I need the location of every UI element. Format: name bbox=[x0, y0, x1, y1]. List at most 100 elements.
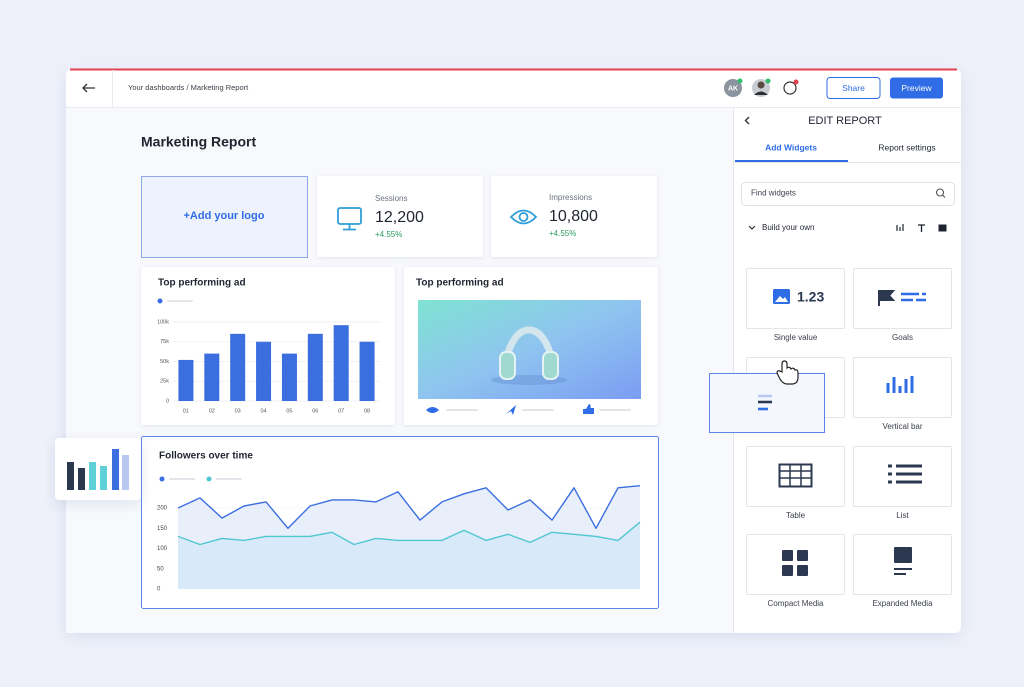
widget-title: Top performing ad bbox=[158, 278, 246, 289]
y-tick-label: 0 bbox=[157, 587, 161, 593]
x-tick-label: 06 bbox=[312, 408, 318, 414]
widget-tile[interactable] bbox=[746, 534, 845, 595]
logo-placeholder[interactable] bbox=[141, 176, 308, 258]
search-placeholder: Find widgets bbox=[751, 189, 796, 198]
share-label: Share bbox=[842, 83, 865, 93]
share-icon bbox=[506, 405, 516, 415]
y-tick-label: 150 bbox=[157, 526, 168, 532]
icon-bar bbox=[89, 462, 96, 490]
kpi-card bbox=[491, 176, 657, 257]
widget-label: Goals bbox=[892, 333, 913, 342]
widget-title: Followers over time bbox=[159, 451, 253, 462]
x-tick-label: 04 bbox=[261, 408, 267, 414]
widget-label: Vertical bar bbox=[882, 422, 922, 431]
x-tick-label: 07 bbox=[338, 408, 344, 414]
x-tick-label: 02 bbox=[209, 408, 215, 414]
y-tick-label: 50 bbox=[157, 566, 164, 572]
preview-label: Preview bbox=[901, 83, 932, 93]
avatar[interactable] bbox=[724, 79, 742, 97]
notification-dot bbox=[793, 79, 799, 85]
legend-dot bbox=[206, 476, 212, 482]
stat-placeholder bbox=[522, 409, 554, 411]
like-icon bbox=[583, 404, 594, 414]
kpi-change: +4.55% bbox=[375, 230, 402, 239]
stat-placeholder bbox=[446, 409, 478, 411]
goals-flag bbox=[878, 290, 896, 306]
widget-tile[interactable] bbox=[746, 268, 845, 329]
widget-label: Expanded Media bbox=[872, 599, 933, 608]
icon-bar bbox=[67, 462, 74, 490]
text-filter-icon[interactable] bbox=[918, 224, 925, 232]
chart-filter-icon[interactable] bbox=[896, 224, 904, 231]
bar bbox=[256, 341, 272, 401]
back-arrow[interactable] bbox=[82, 83, 95, 93]
icon-bar bbox=[100, 466, 107, 490]
y-tick-label: 100 bbox=[157, 546, 168, 552]
legend-placeholder bbox=[169, 478, 195, 480]
bar bbox=[333, 325, 349, 401]
comments-icon[interactable] bbox=[783, 81, 797, 95]
section-title: Build your own bbox=[762, 223, 814, 232]
legend-dot bbox=[159, 476, 165, 482]
expanded-media-icon bbox=[894, 547, 912, 563]
search-icon bbox=[935, 188, 945, 197]
avatar-head bbox=[757, 81, 765, 89]
bar bbox=[178, 359, 194, 401]
widget-tile[interactable] bbox=[853, 357, 952, 418]
kpi-label: Sessions bbox=[375, 194, 407, 203]
logo-label: +Add your logo bbox=[184, 210, 265, 222]
share-button[interactable] bbox=[826, 77, 881, 99]
headphone-band bbox=[502, 326, 556, 363]
preview-button[interactable] bbox=[890, 77, 943, 99]
table-icon-grid bbox=[780, 465, 811, 486]
media-image bbox=[418, 300, 641, 399]
y-tick-label: 25k bbox=[160, 379, 169, 385]
chevron[interactable] bbox=[748, 225, 756, 230]
widget-label: Single value bbox=[774, 333, 818, 342]
grab-cursor bbox=[776, 360, 799, 385]
widget-tile[interactable] bbox=[853, 268, 952, 329]
bar bbox=[281, 353, 297, 401]
widget-label: Compact Media bbox=[767, 599, 824, 608]
image-icon-mountain bbox=[775, 296, 788, 302]
kpi-label: Impressions bbox=[549, 193, 592, 202]
widget-tile[interactable] bbox=[746, 446, 845, 507]
y-tick-label: 75k bbox=[160, 339, 169, 345]
stat-placeholder bbox=[599, 409, 631, 411]
legend-dot bbox=[157, 298, 163, 304]
line bbox=[177, 521, 641, 546]
headphone-cup bbox=[542, 351, 559, 380]
views-icon bbox=[426, 407, 439, 413]
x-tick-label: 03 bbox=[235, 408, 241, 414]
avatar-body bbox=[754, 91, 768, 95]
widget-label: Table bbox=[786, 511, 806, 520]
search-icon-handle bbox=[942, 194, 946, 198]
single-value-sample: 1.23 bbox=[797, 289, 824, 305]
tab[interactable]: Add Widgets bbox=[765, 142, 817, 152]
tab[interactable]: Report settings bbox=[878, 142, 935, 152]
widget-tile[interactable] bbox=[853, 534, 952, 595]
legend-placeholder bbox=[216, 478, 242, 480]
widget-tile[interactable] bbox=[853, 446, 952, 507]
x-tick-label: 08 bbox=[364, 408, 370, 414]
monitor-stand bbox=[343, 224, 356, 231]
panel-title: EDIT REPORT bbox=[808, 115, 882, 127]
kpi-change: +4.55% bbox=[549, 229, 576, 238]
icon-bar bbox=[78, 468, 85, 490]
search-box[interactable] bbox=[741, 182, 955, 206]
image-filter-icon[interactable] bbox=[938, 224, 947, 232]
goals-bars bbox=[901, 292, 926, 302]
y-tick-label: 50k bbox=[160, 359, 169, 365]
breadcrumb[interactable]: Your dashboards / Marketing Report bbox=[128, 83, 249, 92]
avatar-initials: AK bbox=[728, 85, 738, 92]
panel-back[interactable] bbox=[744, 116, 750, 125]
y-tick-label: 100k bbox=[157, 319, 169, 325]
status-dot bbox=[765, 78, 771, 84]
list-icon bbox=[888, 464, 922, 484]
floating-card bbox=[55, 438, 141, 500]
kpi-card bbox=[317, 176, 483, 257]
icon-bar bbox=[112, 449, 119, 490]
area-fill bbox=[178, 522, 640, 589]
x-tick-label: 01 bbox=[183, 408, 189, 414]
